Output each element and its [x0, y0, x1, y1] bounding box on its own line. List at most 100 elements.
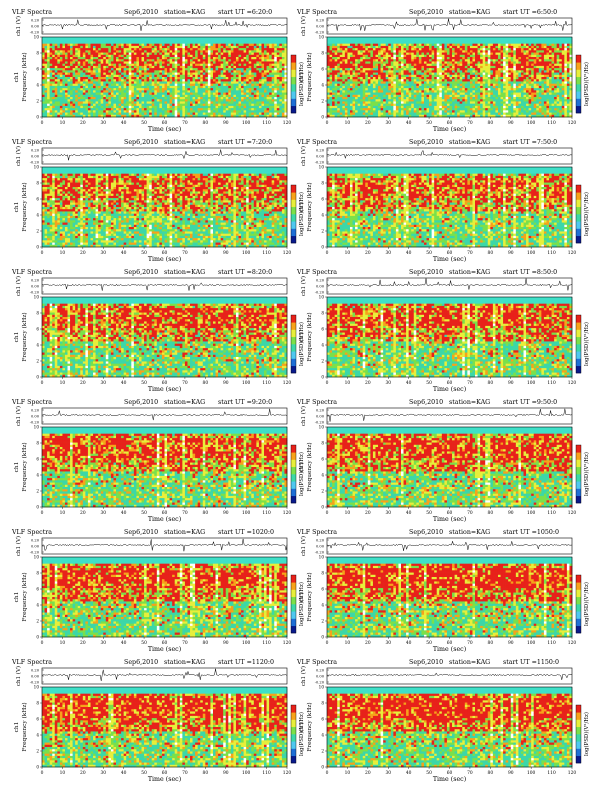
- spectrogram-cell: [42, 86, 45, 89]
- spectrogram-cell: [42, 66, 45, 69]
- spectrogram-cell: [65, 104, 68, 107]
- spectrogram-cell: [75, 64, 78, 67]
- spectrogram-cell: [88, 93, 91, 96]
- spectrogram-cell: [80, 64, 83, 67]
- spectrogram-cell: [85, 53, 88, 56]
- spectrogram-cell: [103, 110, 106, 113]
- spectrogram-cell: [83, 97, 86, 100]
- spectrogram-cell: [55, 53, 58, 56]
- spectrogram-cell: [55, 68, 58, 71]
- spectrogram-cell: [96, 46, 99, 49]
- spectrogram-cell: [52, 39, 55, 42]
- spectrogram-cell: [80, 113, 83, 116]
- spectrogram-cell: [90, 61, 93, 64]
- spectrogram-cell: [101, 81, 104, 84]
- spectrogram-cell: [60, 75, 63, 78]
- spectrogram-cell: [70, 97, 73, 100]
- spectrogram-cell: [73, 66, 76, 69]
- spectrogram-cell: [98, 41, 101, 44]
- spectrogram-cell: [88, 44, 91, 47]
- spectrogram-cell: [75, 48, 78, 51]
- spectrogram-cell: [103, 46, 106, 49]
- spectrogram-cell: [80, 57, 83, 60]
- spectrogram-cell: [96, 48, 99, 51]
- spectrogram-cell: [101, 95, 104, 98]
- spectrogram-cell: [45, 108, 48, 111]
- spectrogram-cell: [108, 46, 111, 49]
- spectrogram-cell: [55, 39, 58, 42]
- spectrogram-cell: [75, 73, 78, 76]
- spectrogram-cell: [78, 93, 81, 96]
- spectrogram-cell: [93, 101, 96, 104]
- spectrogram-cell: [68, 88, 71, 91]
- spectrogram-cell: [57, 90, 60, 93]
- spectrogram-cell: [93, 73, 96, 76]
- spectrogram-cell: [78, 79, 81, 82]
- spectrogram-cell: [78, 84, 81, 87]
- spectrogram-cell: [55, 75, 58, 78]
- spectrogram-cell: [98, 90, 101, 93]
- spectrogram-cell: [60, 79, 63, 82]
- spectrogram-cell: [85, 90, 88, 93]
- spectrogram-cell: [60, 97, 63, 100]
- spectrogram-cell: [57, 59, 60, 62]
- spectrogram-cell: [60, 88, 63, 91]
- spectrogram-cell: [98, 73, 101, 76]
- spectrogram-cell: [98, 106, 101, 109]
- spectrogram-cell: [57, 84, 60, 87]
- spectrogram-cell: [62, 37, 65, 40]
- spectrogram-cell: [50, 57, 53, 60]
- spectrogram-cell: [103, 57, 106, 60]
- spectrogram-cell: [62, 79, 65, 82]
- spectrogram-cell: [96, 106, 99, 109]
- spectrogram-cell: [90, 104, 93, 107]
- spectrogram-cell: [80, 88, 83, 91]
- spectrogram-cell: [103, 64, 106, 67]
- spectrogram-cell: [101, 53, 104, 56]
- spectrogram-cell: [101, 39, 104, 42]
- spectrogram-cell: [62, 104, 65, 107]
- spectrogram-cell: [45, 66, 48, 69]
- spectrogram-cell: [78, 64, 81, 67]
- spectrogram-cell: [96, 57, 99, 60]
- spectrogram-cell: [47, 66, 50, 69]
- spectrogram-cell: [60, 106, 63, 109]
- spectrogram-cell: [65, 95, 68, 98]
- spectrogram-cell: [90, 46, 93, 49]
- spectrogram-cell: [98, 44, 101, 47]
- spectrogram-cell: [52, 70, 55, 73]
- spectrogram-cell: [70, 37, 73, 40]
- spectrogram-cell: [83, 77, 86, 80]
- spectrogram-cell: [103, 77, 106, 80]
- spectrogram-cell: [78, 46, 81, 49]
- spectrogram-cell: [70, 101, 73, 104]
- spectrogram-cell: [45, 61, 48, 64]
- spectrogram-cell: [78, 55, 81, 58]
- spectrogram-cell: [68, 64, 71, 67]
- spectrogram-cell: [57, 37, 60, 40]
- spectrogram-cell: [68, 53, 71, 56]
- spectrogram-cell: [47, 75, 50, 78]
- spectrogram-cell: [103, 55, 106, 58]
- spectrogram-cell: [68, 104, 71, 107]
- spectrogram-cell: [45, 73, 48, 76]
- spectrogram-cell: [55, 70, 58, 73]
- spectrogram-cell: [60, 68, 63, 71]
- spectrogram-cell: [52, 93, 55, 96]
- spectrogram-cell: [57, 61, 60, 64]
- spectrogram-cell: [52, 59, 55, 62]
- spectrogram-cell: [55, 61, 58, 64]
- spectrogram-cell: [52, 73, 55, 76]
- spectrogram-cell: [90, 64, 93, 67]
- spectrogram-cell: [103, 68, 106, 71]
- spectrogram-cell: [45, 39, 48, 42]
- spectrogram-cell: [50, 55, 53, 58]
- spectrogram-cell: [106, 101, 109, 104]
- spectrogram-cell: [62, 90, 65, 93]
- spectrogram-cell: [70, 64, 73, 67]
- spectrogram-cell: [101, 79, 104, 82]
- spectrogram-cell: [52, 53, 55, 56]
- spectrogram-cell: [70, 61, 73, 64]
- spectrogram-cell: [65, 70, 68, 73]
- spectrogram-cell: [47, 97, 50, 100]
